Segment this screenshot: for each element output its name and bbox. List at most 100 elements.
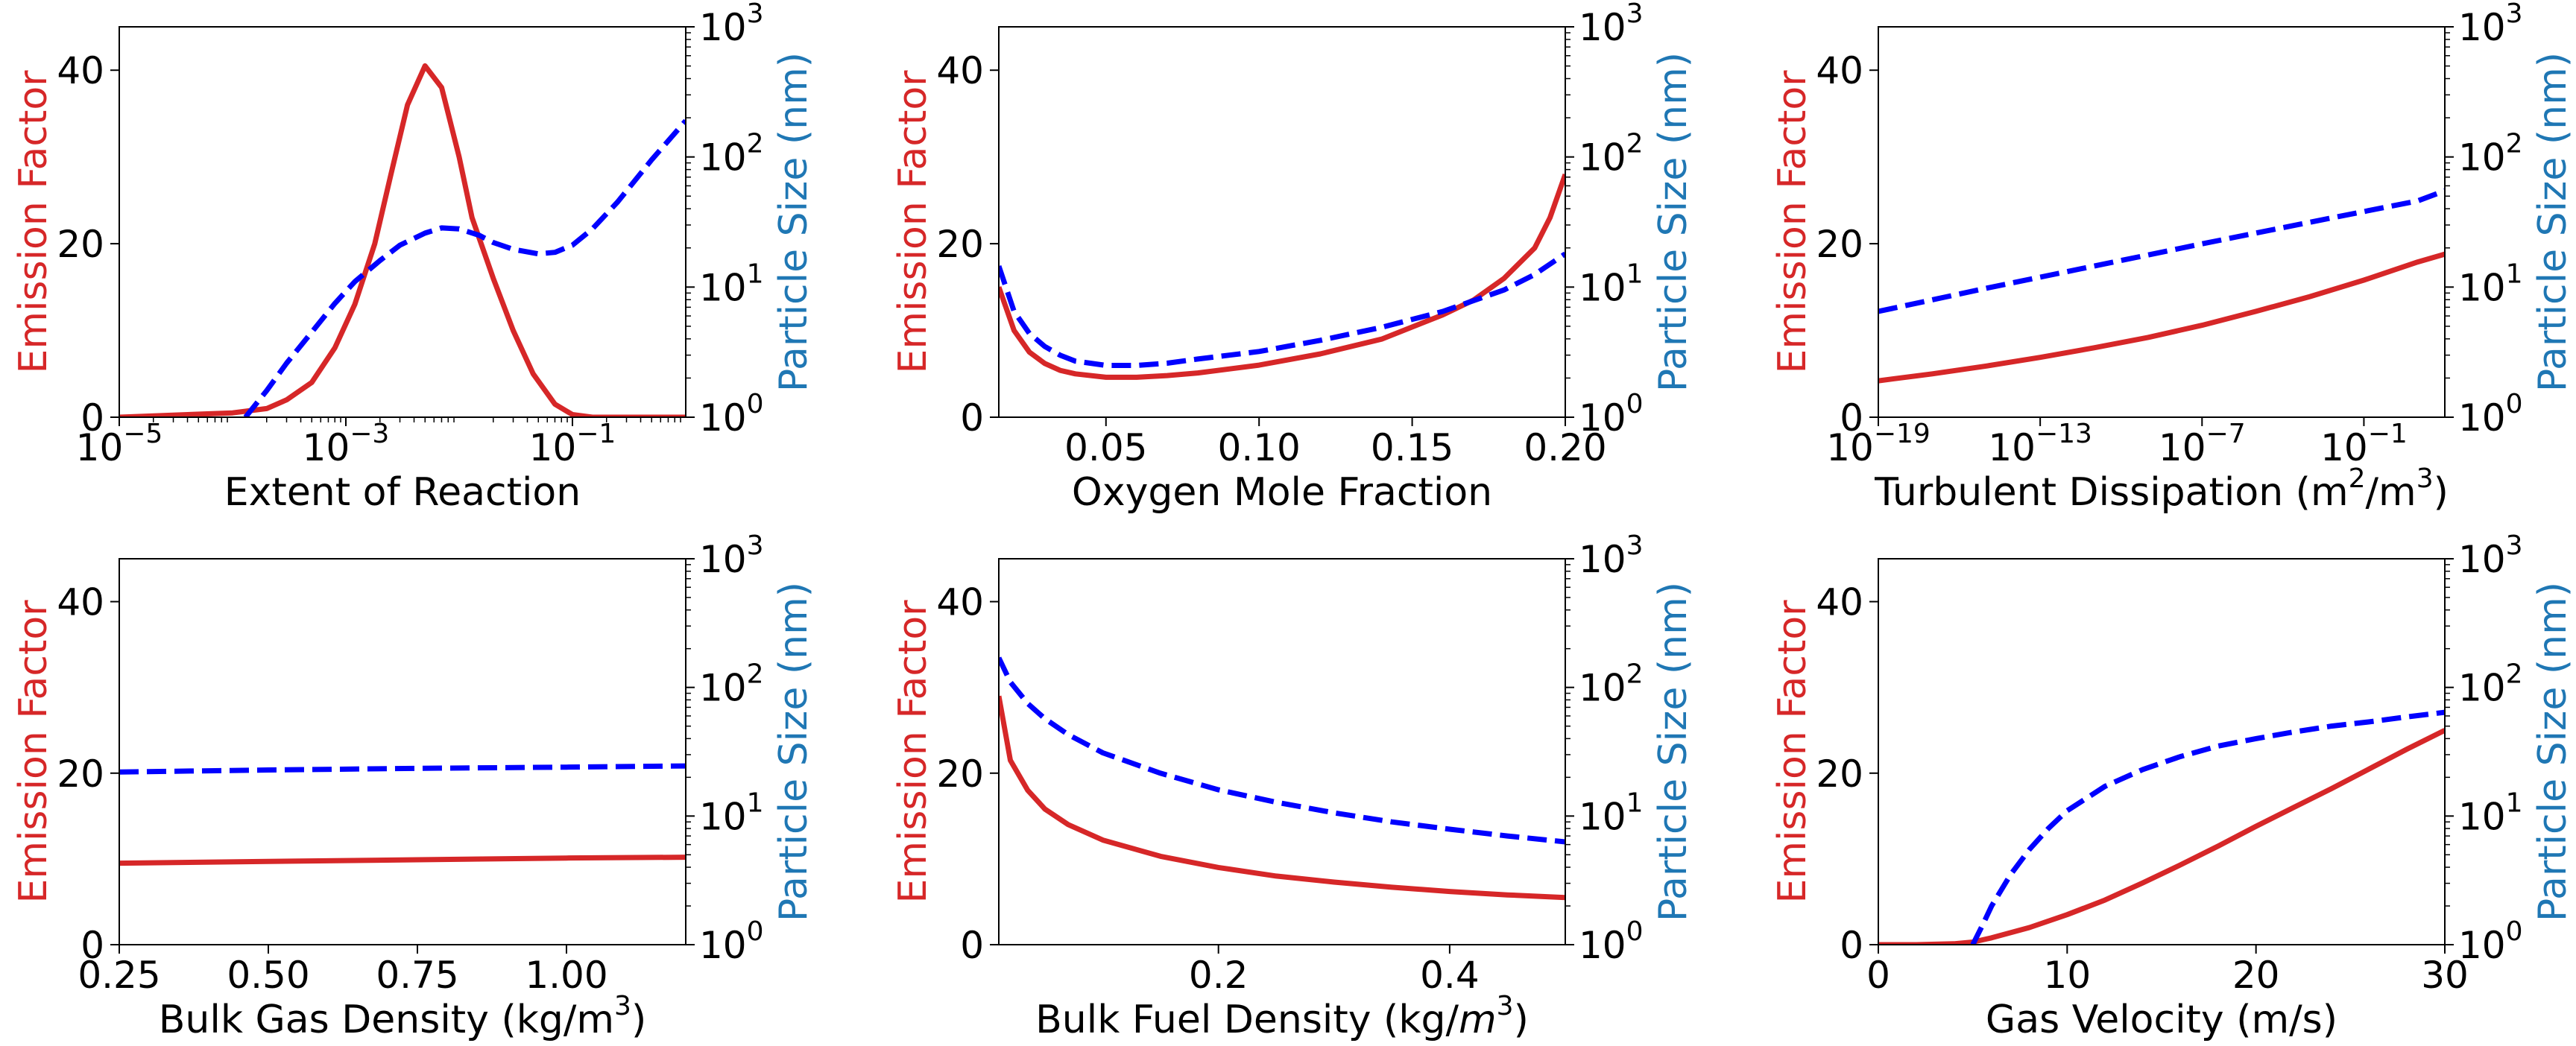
x-tick-label: 0.15 (1371, 426, 1453, 469)
y2-tick-exponent: 3 (747, 0, 764, 29)
y2-tick-label: 101 (699, 787, 764, 838)
x-axis-label-part: /m (2366, 470, 2416, 515)
particle-size-line (119, 763, 686, 775)
left-axis-label: Emission Factor (891, 70, 935, 374)
x-tick-label: 10−19 (1826, 419, 1931, 469)
y-tick-label: 40 (1816, 581, 1863, 624)
y-tick-label: 20 (57, 223, 104, 266)
y-tick-label: 0 (80, 396, 104, 440)
x-tick-exponent: −5 (123, 419, 162, 449)
y2-tick-exponent: 0 (1626, 389, 1644, 419)
y2-tick-base: 10 (2458, 6, 2506, 49)
y-tick-label: 20 (936, 752, 984, 796)
y2-tick-base: 10 (2458, 924, 2506, 967)
particle-size-line (1970, 709, 2445, 945)
y2-tick-label: 100 (1579, 916, 1644, 967)
y2-tick-base: 10 (2458, 396, 2506, 440)
y2-tick-exponent: 3 (1626, 530, 1644, 561)
y2-tick-base: 10 (699, 396, 747, 440)
x-axis-label-part: Gas Velocity (m/s) (1986, 998, 2337, 1042)
x-axis-label-part: Turbulent Dissipation (m (1874, 470, 2349, 515)
y2-tick-label: 102 (2458, 659, 2523, 710)
x-tick-exponent: −3 (350, 419, 389, 449)
x-axis-label-part: ) (1514, 998, 1529, 1042)
x-axis-label: Gas Velocity (m/s) (1986, 998, 2337, 1042)
y-tick-label: 40 (57, 581, 104, 624)
y-tick-label: 40 (1816, 49, 1863, 92)
y2-tick-base: 10 (1579, 396, 1626, 440)
y2-tick-label: 102 (2458, 129, 2523, 180)
y-tick-label: 0 (960, 924, 984, 967)
x-tick-label: 0.2 (1189, 954, 1248, 997)
y2-tick-base: 10 (699, 667, 747, 710)
x-tick-label: 0.25 (78, 954, 160, 997)
particle-size-line (1878, 188, 2445, 314)
y2-tick-exponent: 0 (1626, 916, 1644, 947)
left-axis-label: Emission Factor (11, 600, 56, 904)
x-tick-label: 10−7 (2159, 419, 2246, 469)
y2-tick-exponent: 1 (2506, 787, 2523, 818)
y2-tick-label: 100 (699, 389, 764, 440)
particle-size-line (243, 118, 686, 417)
x-tick-label: 0.05 (1064, 426, 1147, 469)
y2-tick-base: 10 (1579, 266, 1626, 309)
y2-tick-label: 103 (2458, 0, 2523, 49)
y2-tick-exponent: 0 (2506, 916, 2523, 947)
x-tick-label: 10−5 (76, 419, 163, 469)
x-axis-label-part: Extent of Reaction (224, 470, 581, 515)
x-axis-label: Turbulent Dissipation (m2/m3) (1874, 463, 2449, 515)
emission-factor-line (1878, 728, 2445, 945)
x-axis-label-superscript: 3 (1497, 991, 1514, 1021)
y2-tick-base: 10 (2458, 795, 2506, 838)
y-tick-label: 40 (936, 581, 984, 624)
y2-tick-label: 101 (1579, 259, 1644, 309)
x-axis-label-part: ) (631, 998, 646, 1042)
x-tick-base: 10 (1826, 426, 1874, 469)
y2-tick-label: 103 (2458, 530, 2523, 581)
y2-tick-base: 10 (2458, 266, 2506, 309)
y2-tick-label: 101 (699, 259, 764, 309)
y2-tick-base: 10 (699, 924, 747, 967)
y2-tick-exponent: 2 (747, 129, 764, 159)
y2-tick-label: 101 (1579, 787, 1644, 838)
x-tick-exponent: −1 (576, 419, 616, 449)
y2-tick-exponent: 2 (2506, 659, 2523, 690)
y2-tick-exponent: 2 (1626, 129, 1644, 159)
y2-tick-base: 10 (2458, 538, 2506, 581)
y2-tick-label: 102 (699, 129, 764, 180)
x-tick-label: 0.50 (227, 954, 309, 997)
y-tick-label: 20 (1816, 223, 1863, 266)
x-tick-exponent: −7 (2206, 419, 2246, 449)
x-axis-label-superscript: 3 (2416, 463, 2434, 494)
x-tick-label: 0 (1866, 954, 1890, 997)
x-tick-label: 10 (2044, 954, 2092, 997)
y2-tick-label: 103 (1579, 530, 1644, 581)
x-axis-label: Bulk Fuel Density (kg/m3) (1035, 991, 1529, 1042)
plot-frame (119, 26, 686, 418)
y2-tick-base: 10 (699, 538, 747, 581)
y2-tick-exponent: 1 (2506, 259, 2523, 289)
y2-tick-base: 10 (2458, 667, 2506, 710)
y2-tick-exponent: 0 (2506, 389, 2523, 419)
y2-tick-label: 102 (1579, 659, 1644, 710)
x-axis-label-superscript: 3 (614, 991, 631, 1021)
x-tick-base: 10 (2320, 426, 2368, 469)
y2-tick-exponent: 2 (1626, 659, 1644, 690)
y2-tick-exponent: 3 (1626, 0, 1644, 29)
y2-tick-label: 100 (2458, 916, 2523, 967)
emission-factor-line (1878, 251, 2445, 384)
plot-frame (998, 558, 1566, 945)
y2-tick-base: 10 (699, 795, 747, 838)
emission-factor-line (119, 855, 686, 866)
x-tick-exponent: −13 (2036, 419, 2092, 449)
y2-tick-exponent: 1 (747, 259, 764, 289)
y2-tick-base: 10 (1579, 6, 1626, 49)
plot-frame (119, 558, 686, 945)
x-tick-label: 10−13 (1988, 419, 2092, 469)
y-tick-label: 40 (936, 49, 984, 92)
y-tick-label: 20 (57, 752, 104, 796)
y-tick-label: 20 (936, 223, 984, 266)
